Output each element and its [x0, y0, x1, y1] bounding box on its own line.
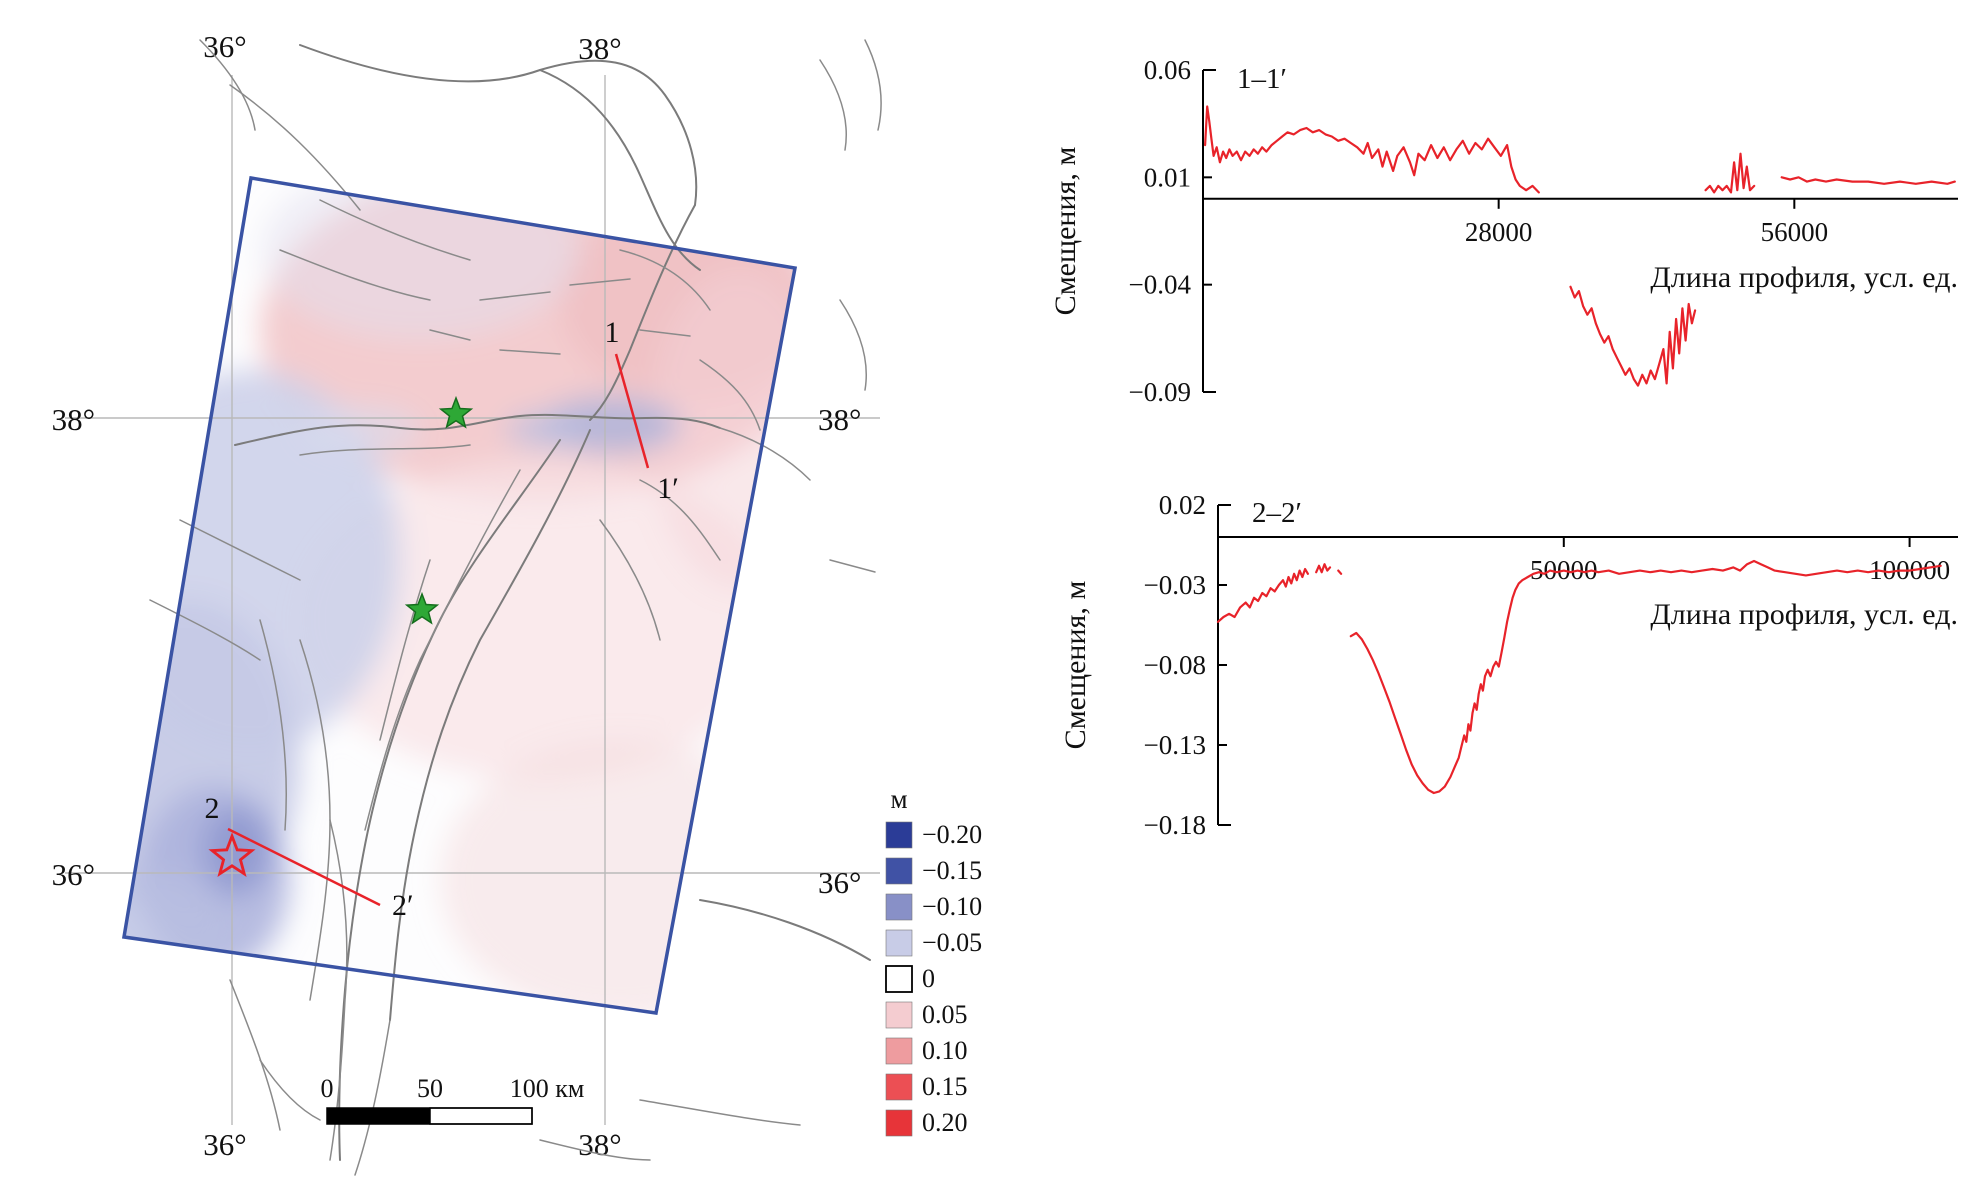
x-tick-label: 56000	[1761, 217, 1829, 247]
graticule-label: 36°	[818, 865, 861, 900]
series-line	[1216, 559, 1942, 795]
graticule-label: 36°	[52, 857, 95, 892]
legend-swatch	[885, 1037, 913, 1065]
legend-item-label: 0.10	[922, 1036, 968, 1065]
insar-scene-frame	[121, 175, 798, 1015]
legend-item-label: 0.20	[922, 1108, 968, 1137]
scale-bar-label: 0	[321, 1074, 334, 1103]
profile-label: 1	[605, 316, 620, 349]
epicenter-star-icon	[208, 832, 256, 877]
graticule: 36° 38° 38° 38° 36° 36° 36° 38°	[52, 29, 880, 1162]
scale-bar-label: 100 км	[510, 1074, 585, 1103]
profile-chart-2: 2–2′ Смещения, м Длина профиля, усл. ед.…	[1059, 490, 1958, 840]
legend-swatch	[885, 1073, 913, 1101]
legend-item-label: 0.05	[922, 1000, 968, 1029]
y-tick-label: −0.18	[1144, 810, 1206, 840]
y-tick-label: −0.04	[1129, 270, 1192, 300]
legend-item-label: −0.15	[922, 856, 982, 885]
graticule-label: 38°	[52, 402, 95, 437]
legend-swatch	[885, 929, 913, 957]
green-star-icon	[404, 591, 440, 625]
legend: м −0.20 −0.15 −0.10 −0.05 0 0.05 0.10 0.15 0.20	[885, 784, 982, 1137]
profile-label: 2	[205, 792, 220, 825]
profile-label: 1′	[657, 472, 679, 505]
y-tick-label: 0.01	[1144, 162, 1191, 192]
x-axis-title: Длина профиля, усл. ед.	[1650, 261, 1958, 294]
green-star-icon	[438, 395, 474, 429]
plot-area: 0.06 0.01 −0.04 −0.09 28000 56000	[1129, 55, 1958, 407]
series-line	[1204, 105, 1956, 387]
x-tick-label: 28000	[1465, 217, 1533, 247]
profile-line-1: 1 1′	[605, 316, 679, 505]
profile-label: 2′	[392, 889, 414, 922]
legend-swatch	[885, 893, 913, 921]
legend-title: м	[890, 784, 907, 814]
chart-title: 2–2′	[1252, 497, 1302, 529]
insar-map: 36° 38° 38° 38° 36° 36° 36° 38°	[52, 29, 982, 1176]
y-tick-label: −0.08	[1144, 650, 1206, 680]
graticule-label: 36°	[203, 1127, 246, 1162]
y-tick-label: −0.13	[1144, 730, 1206, 760]
graticule-label: 36°	[203, 29, 246, 64]
legend-items: −0.20 −0.15 −0.10 −0.05 0 0.05 0.10 0.15 0.20	[885, 820, 982, 1137]
legend-swatch	[885, 821, 913, 849]
legend-item-label: −0.20	[922, 820, 982, 849]
displacement-field	[124, 178, 795, 1013]
scale-bar-label: 50	[417, 1074, 443, 1103]
legend-swatch	[885, 1109, 913, 1137]
profile-line-2: 2 2′	[205, 792, 414, 922]
x-axis-title: Длина профиля, усл. ед.	[1650, 598, 1958, 631]
legend-item-label: 0	[922, 964, 935, 993]
y-tick-label: −0.03	[1144, 570, 1206, 600]
legend-swatch	[885, 857, 913, 885]
profile-chart-1: 1–1′ Смещения, м Длина профиля, усл. ед.…	[1049, 55, 1958, 407]
y-tick-label: 0.06	[1144, 55, 1191, 85]
scale-bar: 0 50 100 км	[321, 1074, 585, 1125]
y-axis-title: Смещения, м	[1049, 147, 1082, 316]
y-axis-title: Смещения, м	[1059, 581, 1092, 750]
chart-title: 1–1′	[1237, 63, 1287, 95]
legend-item-label: 0.15	[922, 1072, 968, 1101]
legend-item-label: −0.05	[922, 928, 982, 957]
legend-swatch	[885, 965, 913, 993]
legend-item-label: −0.10	[922, 892, 982, 921]
y-tick-label: 0.02	[1159, 490, 1206, 520]
graticule-label: 38°	[818, 402, 861, 437]
y-tick-label: −0.09	[1129, 377, 1191, 407]
legend-swatch	[885, 1001, 913, 1029]
